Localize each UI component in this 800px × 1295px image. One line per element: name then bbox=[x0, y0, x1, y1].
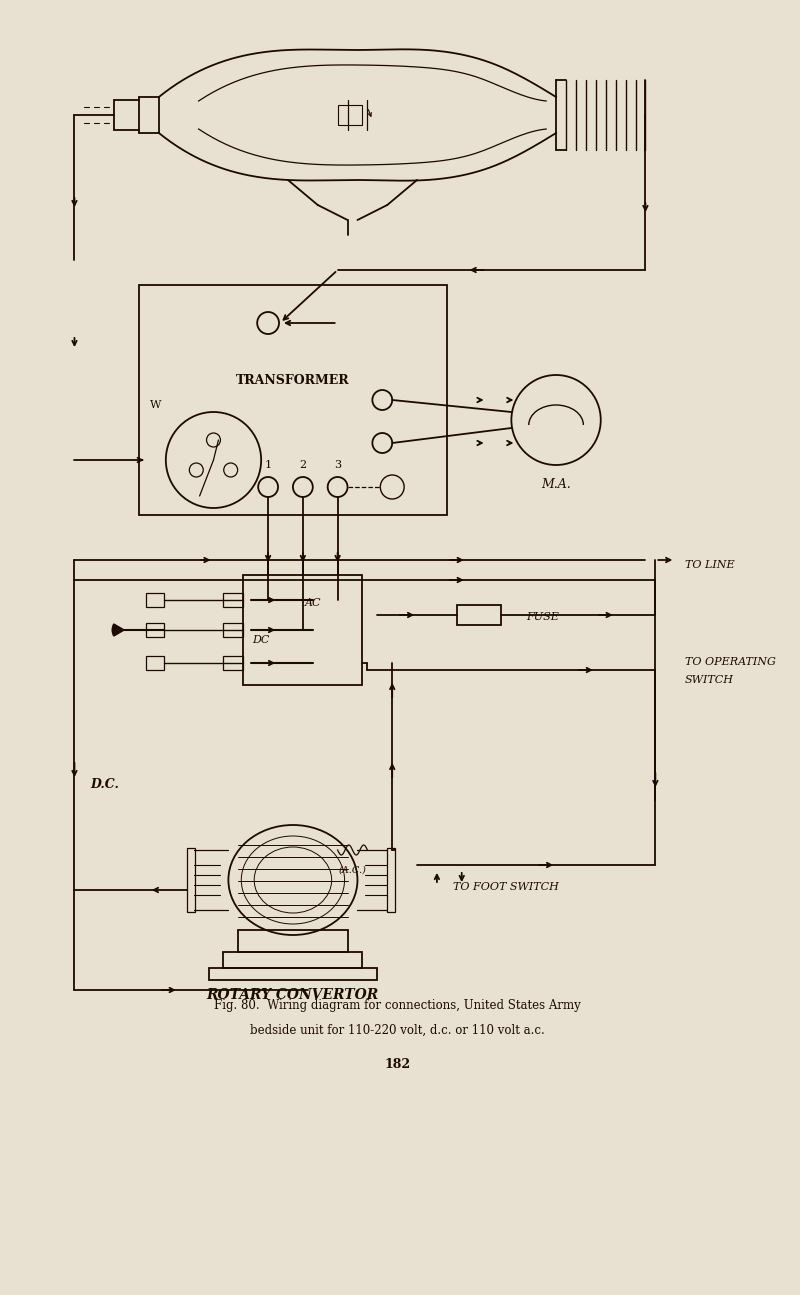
Text: DC: DC bbox=[253, 635, 270, 645]
Text: 182: 182 bbox=[384, 1058, 410, 1071]
Text: W: W bbox=[150, 400, 162, 411]
Bar bbox=[139, 285, 447, 515]
Text: 1: 1 bbox=[265, 460, 272, 470]
Bar bbox=[243, 575, 362, 685]
Text: Fig. 80.  Wiring diagram for connections, United States Army: Fig. 80. Wiring diagram for connections,… bbox=[214, 998, 581, 1011]
Text: bedside unit for 110-220 volt, d.c. or 110 volt a.c.: bedside unit for 110-220 volt, d.c. or 1… bbox=[250, 1023, 545, 1036]
Bar bbox=[146, 593, 164, 607]
Bar bbox=[223, 952, 362, 967]
Bar bbox=[223, 623, 243, 637]
Bar bbox=[387, 848, 395, 912]
Bar bbox=[186, 848, 194, 912]
Bar bbox=[223, 593, 243, 607]
Bar bbox=[209, 967, 378, 980]
Bar bbox=[146, 623, 164, 637]
Text: D.C.: D.C. bbox=[90, 778, 118, 791]
Bar bbox=[238, 930, 347, 952]
Text: ROTARY CONVERTOR: ROTARY CONVERTOR bbox=[207, 988, 379, 1002]
Bar bbox=[457, 605, 502, 625]
Text: SWITCH: SWITCH bbox=[685, 675, 734, 685]
Text: (A.C.): (A.C.) bbox=[338, 865, 366, 874]
Bar bbox=[146, 657, 164, 670]
Bar bbox=[223, 657, 243, 670]
Bar bbox=[338, 105, 362, 126]
Text: TO OPERATING: TO OPERATING bbox=[685, 657, 776, 667]
Text: TO LINE: TO LINE bbox=[685, 559, 734, 570]
Text: AC: AC bbox=[305, 598, 321, 607]
Text: FUSE: FUSE bbox=[526, 613, 559, 622]
Text: 2: 2 bbox=[299, 460, 306, 470]
Text: TRANSFORMER: TRANSFORMER bbox=[236, 373, 350, 386]
Wedge shape bbox=[112, 624, 124, 636]
Text: TO FOOT SWITCH: TO FOOT SWITCH bbox=[454, 882, 559, 892]
Text: 3: 3 bbox=[334, 460, 341, 470]
Text: M.A.: M.A. bbox=[541, 478, 571, 492]
